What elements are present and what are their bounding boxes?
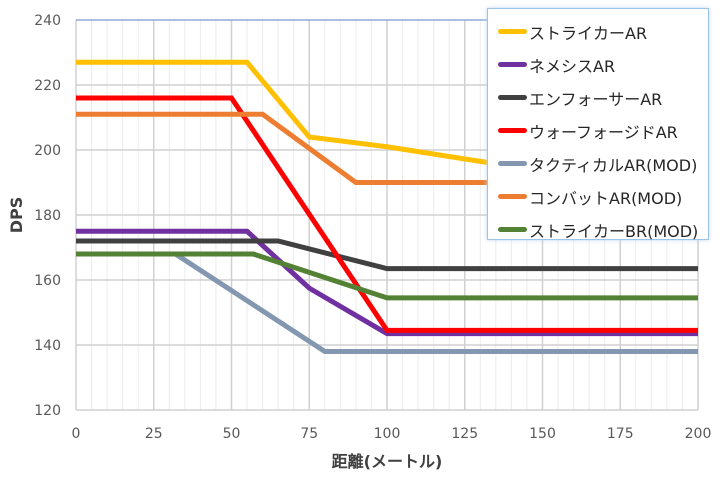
legend-swatch <box>498 29 527 34</box>
y-tick-label: 200 <box>34 143 61 159</box>
x-tick-label: 175 <box>607 426 634 442</box>
x-tick-label: 50 <box>223 426 241 442</box>
y-tick-label: 220 <box>34 78 61 94</box>
legend-label: ストライカーBR(MOD) <box>529 221 699 241</box>
y-tick-label: 140 <box>34 338 61 354</box>
legend-swatch <box>498 95 527 100</box>
y-tick-label: 160 <box>34 273 61 289</box>
legend: ストライカーAR ネメシスAR エンフォーサーAR ウォーフォージドAR タクティカルA… <box>487 8 709 241</box>
legend-label: ストライカーAR <box>529 23 648 43</box>
series-line <box>76 238 698 272</box>
x-tick-label: 200 <box>685 426 712 442</box>
tick-labels: 0 25 50 75 100 125 150 175 200 120 140 160 180 200 220… <box>34 13 711 442</box>
y-tick-label: 240 <box>34 13 61 29</box>
legend-item: ウォーフォージドAR <box>498 114 708 147</box>
legend-item: コンバットAR(MOD) <box>498 180 708 213</box>
legend-swatch <box>498 128 527 133</box>
legend-item: タクティカルAR(MOD) <box>498 147 708 180</box>
x-tick-label: 0 <box>72 426 81 442</box>
legend-swatch <box>498 227 527 232</box>
x-tick-label: 100 <box>374 426 401 442</box>
series-line <box>76 228 698 337</box>
legend-item: ネメシスAR <box>498 48 708 81</box>
legend-swatch <box>498 194 527 199</box>
legend-label: ウォーフォージドAR <box>529 122 678 142</box>
x-tick-label: 125 <box>451 426 478 442</box>
x-tick-label: 25 <box>145 426 163 442</box>
x-tick-label: 150 <box>529 426 556 442</box>
legend-item: ストライカーAR <box>498 15 708 48</box>
y-tick-label: 120 <box>34 403 61 419</box>
legend-label: タクティカルAR(MOD) <box>529 155 698 175</box>
legend-item: エンフォーサーAR <box>498 81 708 114</box>
legend-label: コンバットAR(MOD) <box>529 188 683 208</box>
legend-swatch <box>498 62 527 67</box>
legend-swatch <box>498 161 527 166</box>
legend-label: ネメシスAR <box>529 56 616 76</box>
x-axis-title: 距離(メートル) <box>332 452 443 471</box>
series-line <box>76 251 698 301</box>
x-tick-label: 75 <box>300 426 318 442</box>
y-axis-title: DPS <box>7 197 26 234</box>
series-line <box>76 95 698 333</box>
y-tick-label: 180 <box>34 208 61 224</box>
legend-label: エンフォーサーAR <box>529 89 663 109</box>
legend-item: ストライカーBR(MOD) <box>498 213 708 246</box>
